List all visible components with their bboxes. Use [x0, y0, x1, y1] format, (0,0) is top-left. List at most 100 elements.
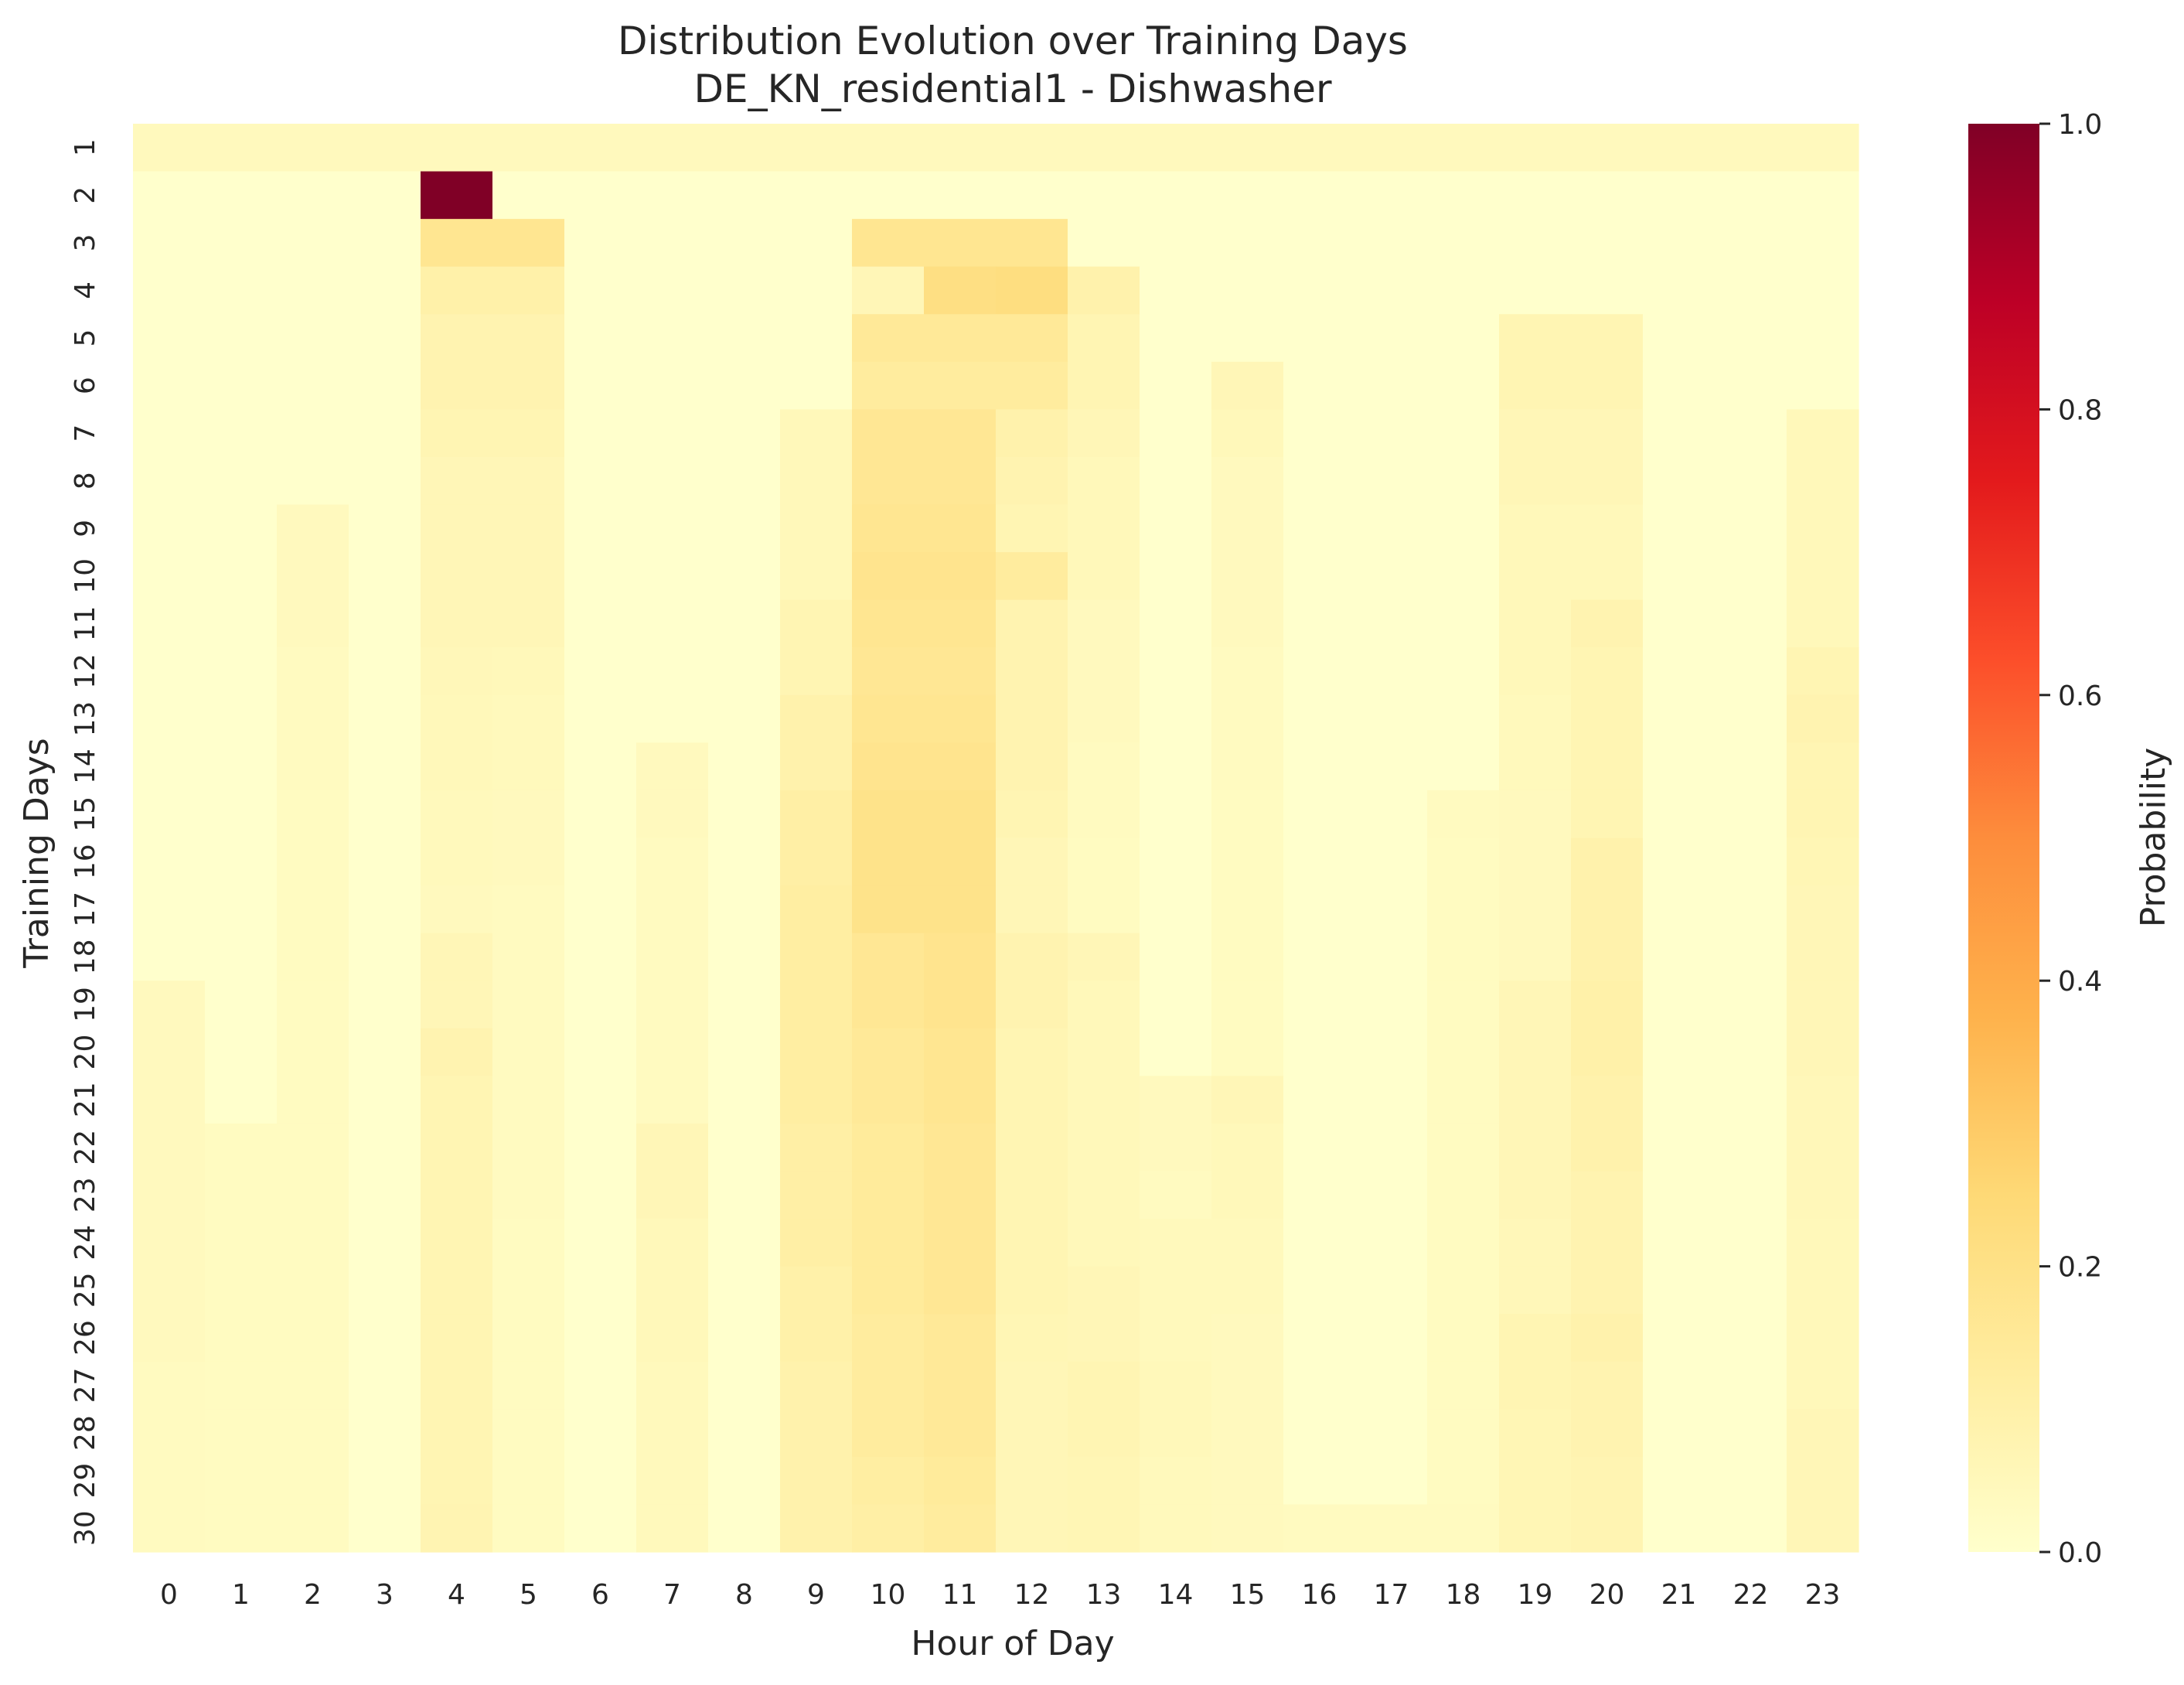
- y-tick-label: 28: [70, 1415, 101, 1451]
- heatmap-cell: [852, 647, 925, 696]
- heatmap-cell: [636, 1504, 709, 1553]
- heatmap-cell: [133, 694, 206, 743]
- heatmap-cell: [636, 981, 709, 1029]
- heatmap-cell: [708, 1219, 781, 1267]
- heatmap-cell: [1787, 1076, 1859, 1124]
- heatmap-cell: [133, 314, 206, 363]
- y-axis-label: Training Days: [17, 738, 56, 968]
- heatmap-cell: [1571, 1409, 1644, 1458]
- heatmap-cell: [277, 837, 349, 886]
- heatmap-cell: [1140, 1266, 1212, 1315]
- heatmap-cell: [1211, 933, 1284, 981]
- heatmap-cell: [1211, 1409, 1284, 1458]
- heatmap-cell: [133, 409, 206, 458]
- heatmap-cell: [636, 552, 709, 601]
- heatmap-cell: [1068, 1219, 1140, 1267]
- heatmap-cell: [205, 1219, 278, 1267]
- heatmap-cell: [708, 694, 781, 743]
- heatmap-cell: [1643, 694, 1716, 743]
- heatmap-cell: [1643, 1361, 1716, 1410]
- heatmap-cell: [205, 1456, 278, 1506]
- heatmap-cell: [1283, 171, 1356, 220]
- heatmap-cell: [1499, 647, 1572, 696]
- heatmap-cell: [708, 314, 781, 363]
- heatmap-cell: [421, 1076, 493, 1124]
- y-tick-label: 25: [70, 1272, 101, 1308]
- y-tick-label: 24: [70, 1225, 101, 1260]
- heatmap-cell: [1787, 742, 1859, 791]
- heatmap-cell: [133, 219, 206, 268]
- heatmap-cell: [1571, 1028, 1644, 1076]
- heatmap-cell: [205, 981, 278, 1029]
- heatmap-cell: [636, 314, 709, 363]
- heatmap-cell: [421, 1314, 493, 1363]
- heatmap-cell: [1211, 1171, 1284, 1219]
- heatmap-cell: [1787, 1504, 1859, 1553]
- heatmap-cell: [277, 885, 349, 934]
- heatmap-cell: [852, 742, 925, 791]
- heatmap-cell: [996, 837, 1068, 886]
- heatmap-cell: [1787, 885, 1859, 934]
- y-tick-labels: 1234567891011121314151617181920212223242…: [70, 138, 101, 1546]
- heatmap-cell: [1427, 552, 1500, 601]
- heatmap-cell: [1499, 1409, 1572, 1458]
- heatmap-cell: [1427, 1028, 1500, 1076]
- heatmap-cell: [1140, 456, 1212, 506]
- heatmap-cell: [349, 1123, 421, 1172]
- heatmap-cell: [924, 1076, 997, 1124]
- heatmap-cell: [1140, 1123, 1212, 1172]
- heatmap-cell: [133, 1456, 206, 1506]
- heatmap-cell: [1787, 456, 1859, 506]
- heatmap-cell: [564, 1076, 637, 1124]
- heatmap-cell: [205, 837, 278, 886]
- heatmap-cell: [421, 790, 493, 839]
- heatmap-cell: [1643, 314, 1716, 363]
- heatmap-cell: [564, 694, 637, 743]
- heatmap-cell: [349, 409, 421, 458]
- heatmap-cell: [924, 1504, 997, 1553]
- heatmap-cell: [1140, 790, 1212, 839]
- heatmap-cell: [205, 266, 278, 315]
- heatmap-cell: [1283, 1076, 1356, 1124]
- heatmap-cell: [205, 552, 278, 601]
- heatmap-cell: [205, 361, 278, 410]
- heatmap-cell: [277, 219, 349, 268]
- heatmap-cell: [1068, 171, 1140, 220]
- y-tick-label: 3: [70, 234, 101, 251]
- heatmap-cell: [492, 124, 565, 172]
- heatmap-cell: [133, 456, 206, 506]
- heatmap-cell: [924, 171, 997, 220]
- heatmap-cell: [1355, 1028, 1428, 1076]
- heatmap-cell: [924, 266, 997, 315]
- heatmap-cell: [1427, 1314, 1500, 1363]
- heatmap-cell: [421, 885, 493, 934]
- heatmap-cell: [1068, 1456, 1140, 1506]
- heatmap-cell: [277, 409, 349, 458]
- heatmap-cell: [1715, 1504, 1787, 1553]
- heatmap-cell: [1787, 1219, 1859, 1267]
- heatmap-cell: [636, 1028, 709, 1076]
- heatmap-cell: [780, 504, 853, 553]
- heatmap-cell: [1140, 837, 1212, 886]
- heatmap-cell: [1427, 219, 1500, 268]
- heatmap-cell: [1211, 647, 1284, 696]
- heatmap-cell: [349, 219, 421, 268]
- heatmap-cell: [1068, 361, 1140, 410]
- heatmap-cell: [1283, 1266, 1356, 1315]
- heatmap-cell: [708, 361, 781, 410]
- heatmap-cell: [708, 124, 781, 172]
- heatmap-cell: [421, 599, 493, 648]
- heatmap-cell: [1715, 361, 1787, 410]
- heatmap-cell: [1211, 1361, 1284, 1410]
- y-tick-label: 1: [70, 138, 101, 156]
- heatmap-cell: [564, 1219, 637, 1267]
- heatmap-cell: [1715, 647, 1787, 696]
- heatmap-cell: [852, 361, 925, 410]
- heatmap-cell: [1499, 790, 1572, 839]
- heatmap-cell: [1715, 981, 1787, 1029]
- heatmap-cell: [708, 266, 781, 315]
- heatmap-cell: [1211, 124, 1284, 172]
- heatmap-cell: [1427, 1504, 1500, 1553]
- heatmap-cell: [1643, 1456, 1716, 1506]
- heatmap-cell: [1427, 1171, 1500, 1219]
